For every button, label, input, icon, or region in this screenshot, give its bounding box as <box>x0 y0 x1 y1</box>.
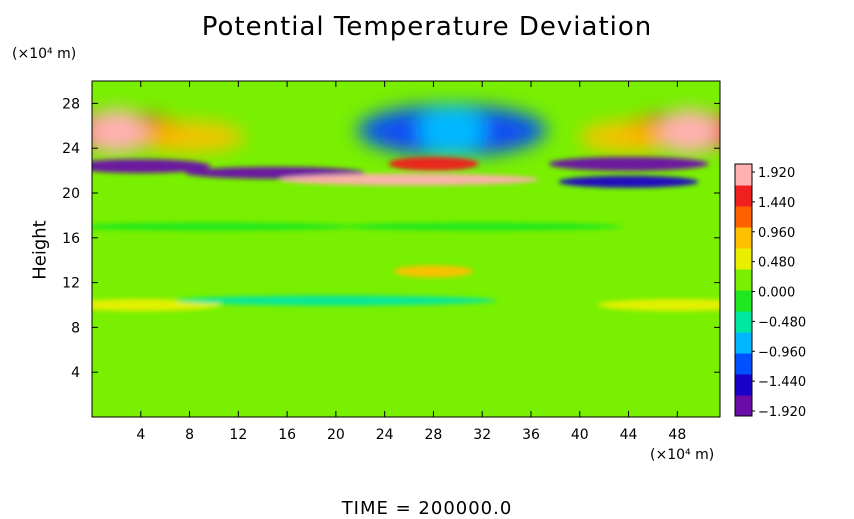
y-axis-multiplier: (×10⁴ m) <box>12 46 77 62</box>
y-tick-label: 20 <box>62 186 80 202</box>
colorbar-swatch <box>735 332 752 354</box>
y-tick-label: 28 <box>62 96 80 112</box>
colorbar-swatch <box>735 269 752 291</box>
colorbar-swatch <box>735 248 752 270</box>
colorbar-swatch <box>735 311 752 333</box>
colorbar-swatch <box>735 185 752 207</box>
colorbar-swatch <box>735 290 752 312</box>
colorbar-swatch <box>735 353 752 375</box>
field-feature <box>548 156 709 171</box>
y-tick-label: 8 <box>71 320 80 336</box>
x-tick-label: 36 <box>522 427 540 443</box>
colorbar-swatch <box>735 206 752 228</box>
colorbar-label: 1.440 <box>758 196 795 211</box>
x-tick-label: 28 <box>425 427 443 443</box>
field-feature <box>279 173 540 186</box>
field-core <box>659 109 720 154</box>
x-tick-label: 24 <box>376 427 394 443</box>
field-core <box>417 106 486 155</box>
colorbar-label: 0.480 <box>758 256 795 271</box>
x-tick-label: 40 <box>571 427 589 443</box>
y-axis: 4 8 12 16 20 24 28 <box>62 96 720 381</box>
field-feature <box>393 265 474 278</box>
x-tick-label: 44 <box>620 427 638 443</box>
colorbar-swatch <box>735 164 752 186</box>
plot-frame <box>91 80 721 418</box>
colorbar-swatch <box>735 374 752 396</box>
x-axis-multiplier: (×10⁴ m) <box>650 447 715 463</box>
field-feature <box>175 295 496 306</box>
field-feature <box>388 156 479 171</box>
x-tick-label: 12 <box>229 427 247 443</box>
y-tick-label: 24 <box>62 141 80 157</box>
colorbar-label: 0.000 <box>758 286 795 301</box>
y-tick-label: 4 <box>71 365 80 381</box>
colorbar-label: 1.920 <box>758 166 795 181</box>
field-detail-layer <box>92 156 720 311</box>
field-feature <box>597 299 720 311</box>
field-smooth-layer <box>92 104 720 157</box>
colorbar-swatch <box>735 227 752 249</box>
field-core <box>92 109 147 154</box>
field-feature <box>92 222 354 231</box>
field-feature <box>92 159 211 174</box>
x-tick-label: 4 <box>136 427 145 443</box>
colorbar: 1.920 1.440 0.960 0.480 0.000 −0.480 −0.960 −1.… <box>734 163 806 420</box>
x-tick-label: 48 <box>668 427 686 443</box>
colorbar-label: −0.960 <box>758 345 806 360</box>
chart-title: Potential Temperature Deviation <box>201 12 653 42</box>
field-feature <box>134 121 245 153</box>
colorbar-label: −1.440 <box>758 375 806 390</box>
colorbar-label: −1.920 <box>758 405 806 420</box>
x-tick-label: 32 <box>473 427 491 443</box>
time-footer: TIME = 200000.0 <box>341 498 513 519</box>
y-tick-label: 16 <box>62 231 80 247</box>
x-tick-label: 16 <box>278 427 296 443</box>
colorbar-label: 0.960 <box>758 226 795 241</box>
colorbar-frame <box>734 163 753 417</box>
x-tick-label: 20 <box>327 427 345 443</box>
colorbar-label: −0.480 <box>758 315 806 330</box>
x-tick-label: 8 <box>185 427 194 443</box>
x-axis: 4 8 12 16 20 24 28 32 36 40 44 48 <box>136 81 686 443</box>
heatmap-field <box>92 81 720 417</box>
colorbar-swatch <box>735 395 752 417</box>
field-feature <box>558 175 699 188</box>
field-feature <box>342 222 623 231</box>
field-feature <box>578 121 679 153</box>
y-tick-label: 12 <box>62 276 80 292</box>
